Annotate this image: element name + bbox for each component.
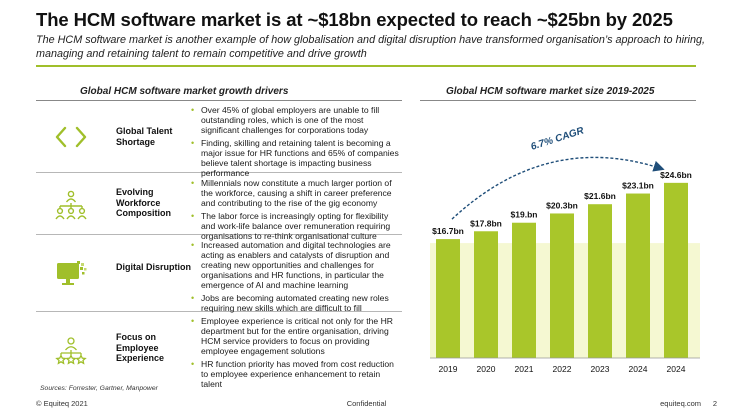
bar-2019 (436, 239, 460, 358)
drivers-section-title: Global HCM software market growth driver… (80, 86, 289, 97)
bullet-item: Employee experience is critical not only… (190, 316, 402, 356)
x-tick-label: 2023 (591, 364, 610, 374)
driver-bullets: Employee experience is critical not only… (190, 316, 402, 392)
bar-2024 (664, 182, 688, 358)
chart-section-divider (420, 100, 696, 101)
driver-name: Focus on Employee Experience (116, 332, 165, 363)
bar-2024 (626, 193, 650, 358)
driver-name: Global Talent Shortage (116, 126, 173, 147)
cagr-label: 6.7% CAGR (530, 125, 586, 153)
bar-2022 (550, 213, 574, 358)
driver-row-workforce: Evolving Workforce Composition Millennia… (36, 173, 402, 241)
page-number: 2 (712, 399, 717, 408)
digital-monitor-icon (41, 249, 101, 297)
bullet-item: Over 45% of global employers are unable … (190, 105, 402, 135)
footer-confidential: Confidential (346, 399, 387, 408)
bars-group (436, 182, 688, 358)
data-label: $19.bn (511, 210, 538, 220)
labels-group: $16.7bn 2019 $17.8bn 2020 $19.bn 2021 $20.3bn 2… (432, 170, 692, 374)
bullet-item: HR function priority has moved from cost… (190, 359, 402, 389)
code-brackets-icon (41, 113, 101, 161)
footer-website[interactable]: equiteq.com (660, 399, 701, 408)
bar-2023 (588, 204, 612, 358)
x-tick-label: 2021 (515, 364, 534, 374)
data-label: $21.6bn (584, 191, 616, 201)
x-tick-label: 2024 (629, 364, 648, 374)
bar-2020 (474, 231, 498, 358)
x-tick-label: 2020 (477, 364, 496, 374)
drivers-section-divider (36, 100, 402, 101)
bullet-item: Finding, skilling and retaining talent i… (190, 138, 402, 178)
driver-name: Digital Disruption (116, 262, 191, 272)
page-subtitle: The HCM software market is another examp… (36, 34, 705, 60)
driver-bullets: Increased automation and digital technol… (190, 240, 402, 316)
chart-section-title: Global HCM software market size 2019-202… (446, 86, 655, 97)
bullet-item: Millennials now constitute a much larger… (190, 178, 402, 208)
employee-stars-icon (41, 326, 101, 374)
data-label: $16.7bn (432, 226, 464, 236)
x-tick-label: 2024 (667, 364, 686, 374)
sources-note: Sources: Forrester, Gartner, Manpower (40, 385, 158, 392)
data-label: $17.8bn (470, 218, 502, 228)
cagr-arrow (451, 156, 665, 220)
title-divider (36, 65, 696, 67)
bar-2021 (512, 222, 536, 358)
people-network-icon (41, 181, 101, 229)
x-tick-label: 2022 (553, 364, 572, 374)
driver-row-employee-experience: Focus on Employee Experience Employee ex… (36, 312, 402, 389)
page-title: The HCM software market is at ~$18bn exp… (36, 9, 673, 30)
market-size-bar-chart: $16.7bn 2019 $17.8bn 2020 $19.bn 2021 $20.3bn 2… (430, 125, 700, 374)
driver-name: Evolving Workforce Composition (116, 187, 171, 218)
driver-row-talent-shortage: Global Talent Shortage Over 45% of globa… (36, 101, 402, 178)
data-label: $23.1bn (622, 181, 654, 191)
bullet-item: The labor force is increasingly opting f… (190, 211, 402, 241)
bullet-item: Increased automation and digital technol… (190, 240, 402, 290)
data-label: $20.3bn (546, 200, 578, 210)
data-label: $24.6bn (660, 170, 692, 180)
driver-bullets: Millennials now constitute a much larger… (190, 178, 402, 244)
bullet-item: Jobs are becoming automated creating new… (190, 293, 402, 313)
driver-row-digital: Digital Disruption Increased automation … (36, 235, 402, 313)
footer-copyright: © Equiteq 2021 (36, 399, 88, 408)
x-tick-label: 2019 (439, 364, 458, 374)
driver-bullets: Over 45% of global employers are unable … (190, 105, 402, 181)
